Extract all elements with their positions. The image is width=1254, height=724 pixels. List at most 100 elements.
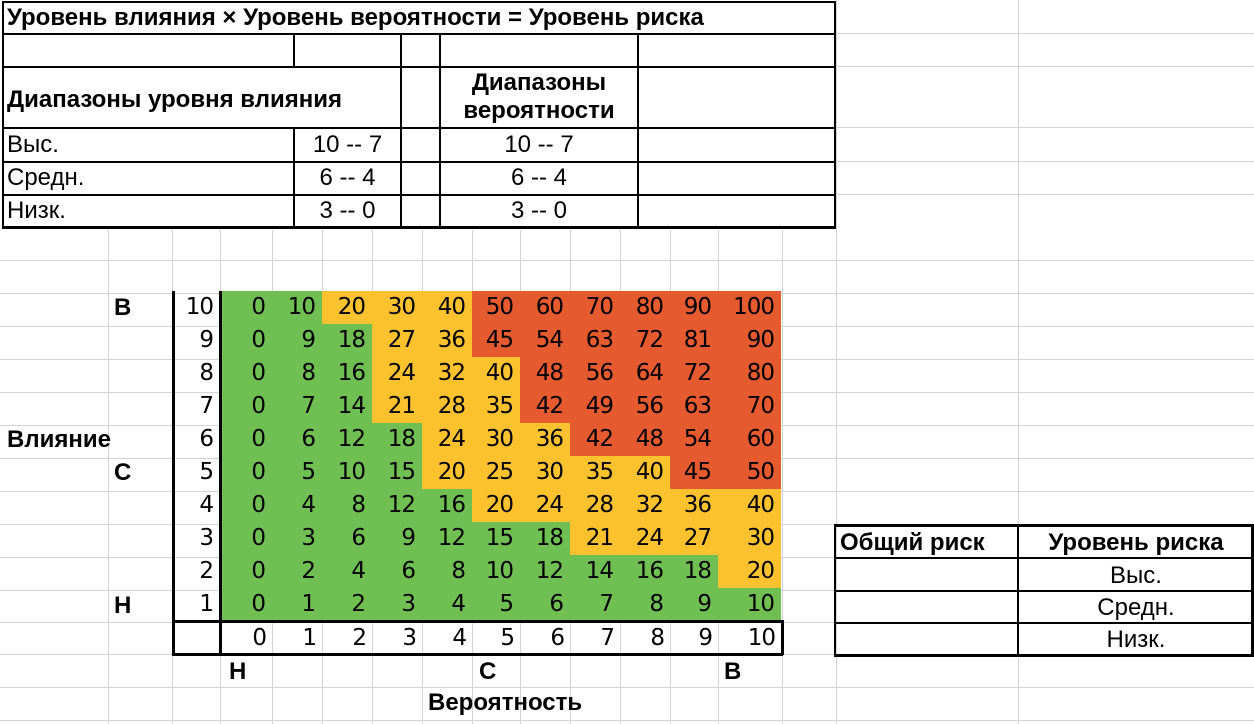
risk-cell: 20: [322, 291, 372, 324]
overall-border: [1251, 524, 1254, 657]
probability-level-low: Н: [229, 658, 247, 685]
ranges-border: [2, 226, 836, 229]
impact-axis-value: 6: [199, 426, 214, 452]
risk-cell: 16: [620, 555, 670, 588]
overall-border: [834, 622, 1253, 624]
probability-axis-value: 0: [252, 625, 267, 651]
risk-cell: 10: [718, 588, 781, 621]
probability-axis-value: 7: [600, 625, 615, 651]
risk-cell: 21: [372, 390, 422, 423]
ranges-border: [293, 34, 295, 68]
risk-cell: 49: [570, 390, 620, 423]
ranges-border: [2, 161, 836, 163]
risk-cell: 0: [222, 291, 272, 324]
probability-axis-label: Вероятность: [428, 689, 583, 716]
risk-cell: 18: [322, 324, 372, 357]
impact-axis-value: 10: [185, 294, 214, 320]
risk-cell: 30: [372, 291, 422, 324]
risk-cell: 50: [472, 291, 520, 324]
risk-cell: 90: [718, 324, 781, 357]
risk-cell: 0: [222, 489, 272, 522]
risk-cell: 40: [718, 489, 781, 522]
risk-cell: 9: [372, 522, 422, 555]
risk-cell: 36: [520, 423, 570, 456]
risk-cell: 10: [472, 555, 520, 588]
probability-ranges-header-line1: Диапазоны: [471, 69, 607, 96]
risk-cell: 12: [372, 489, 422, 522]
sheet-title: Уровень влияния × Уровень вероятности = …: [7, 4, 704, 31]
probability-axis-value: 9: [698, 625, 713, 651]
risk-cell: 42: [520, 390, 570, 423]
overall-border: [834, 590, 1253, 592]
overall-border: [834, 654, 1253, 657]
risk-cell: 24: [520, 489, 570, 522]
risk-cell: 6: [520, 588, 570, 621]
probability-ranges-header-line2: вероятности: [463, 97, 615, 124]
risk-cell: 0: [222, 423, 272, 456]
risk-cell: 24: [422, 423, 472, 456]
risk-cell: 18: [372, 423, 422, 456]
risk-cell: 100: [718, 291, 781, 324]
risk-cell: 54: [520, 324, 570, 357]
risk-cell: 50: [718, 456, 781, 489]
impact-axis-value: 7: [199, 393, 214, 419]
risk-cell: 32: [422, 357, 472, 390]
range-row-high-impact: 10 -- 7: [312, 131, 383, 158]
risk-cell: 12: [422, 522, 472, 555]
risk-cell: 30: [472, 423, 520, 456]
ranges-border: [2, 1, 4, 229]
impact-level-low: Н: [114, 592, 132, 619]
risk-cell: 35: [472, 390, 520, 423]
impact-axis-value: 9: [199, 327, 214, 353]
risk-cell: 0: [222, 555, 272, 588]
impact-axis-value: 1: [199, 591, 214, 617]
risk-cell: 8: [422, 555, 472, 588]
risk-cell: 54: [670, 423, 718, 456]
risk-cell: 6: [322, 522, 372, 555]
matrix-border: [172, 291, 175, 655]
ranges-border: [439, 34, 441, 228]
overall-border: [834, 524, 1253, 527]
risk-cell: 28: [422, 390, 472, 423]
overall-row-1-level: Выс.: [1110, 562, 1162, 589]
risk-cell: 40: [422, 291, 472, 324]
range-row-high-label: Выс.: [7, 131, 59, 158]
risk-cell: 45: [472, 324, 520, 357]
range-row-mid-impact: 6 -- 4: [319, 164, 376, 191]
risk-cell: 42: [570, 423, 620, 456]
risk-cell: 9: [670, 588, 718, 621]
overall-risk-header: Общий риск: [840, 529, 985, 556]
risk-cell: 56: [570, 357, 620, 390]
risk-cell: 60: [718, 423, 781, 456]
impact-axis-value: 2: [199, 558, 214, 584]
risk-cell: 0: [222, 522, 272, 555]
risk-cell: 4: [422, 588, 472, 621]
probability-axis-value: 4: [452, 625, 467, 651]
risk-cell: 8: [620, 588, 670, 621]
risk-cell: 20: [472, 489, 520, 522]
range-row-low-probability: 3 -- 0: [510, 197, 567, 224]
impact-axis-value: 5: [199, 459, 214, 485]
risk-cell: 70: [718, 390, 781, 423]
risk-cell: 10: [322, 456, 372, 489]
probability-axis-value: 2: [352, 625, 367, 651]
risk-cell: 6: [272, 423, 322, 456]
risk-cell: 24: [620, 522, 670, 555]
risk-cell: 15: [472, 522, 520, 555]
risk-cell: 21: [570, 522, 620, 555]
matrix-border: [781, 620, 784, 655]
ranges-border: [2, 1, 836, 3]
ranges-border: [2, 194, 836, 196]
probability-axis-value: 3: [402, 625, 417, 651]
risk-cell: 0: [222, 456, 272, 489]
risk-cell: 90: [670, 291, 718, 324]
ranges-border: [2, 127, 836, 129]
risk-cell: 3: [272, 522, 322, 555]
risk-cell: 80: [718, 357, 781, 390]
risk-cell: 12: [520, 555, 570, 588]
ranges-border: [293, 127, 295, 228]
range-row-mid-probability: 6 -- 4: [510, 164, 567, 191]
matrix-border: [219, 291, 222, 655]
risk-cell: 56: [620, 390, 670, 423]
risk-cell: 8: [322, 489, 372, 522]
